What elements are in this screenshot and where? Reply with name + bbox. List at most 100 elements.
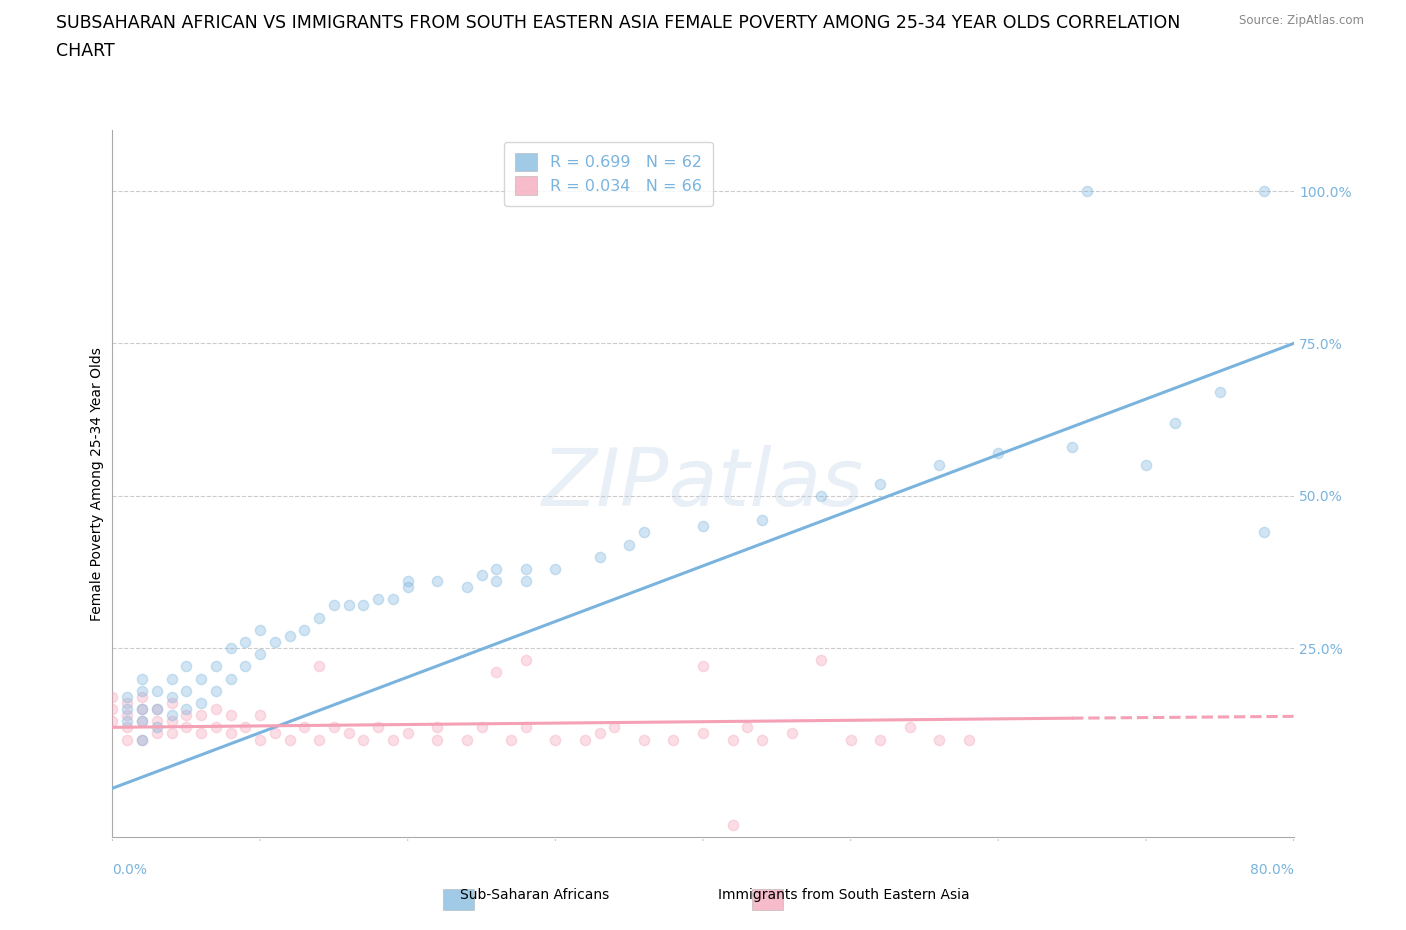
Point: [292, 622, 315, 637]
Point: [367, 591, 389, 606]
Point: [131, 684, 153, 698]
Point: [117, 696, 138, 711]
Point: [721, 817, 744, 832]
Point: [352, 732, 374, 747]
Point: [751, 512, 773, 527]
Point: [574, 732, 596, 747]
Point: [146, 726, 169, 741]
Point: [205, 684, 228, 698]
Legend: R = 0.699   N = 62, R = 0.034   N = 66: R = 0.699 N = 62, R = 0.034 N = 66: [503, 141, 713, 206]
Point: [515, 574, 537, 589]
Point: [117, 701, 138, 716]
Point: [117, 714, 138, 729]
Point: [101, 689, 124, 704]
Point: [278, 732, 301, 747]
Point: [219, 641, 242, 656]
Point: [160, 671, 183, 686]
Point: [131, 732, 153, 747]
Point: [751, 732, 773, 747]
Point: [928, 732, 950, 747]
Point: [485, 574, 508, 589]
Point: [737, 720, 759, 735]
Point: [928, 458, 950, 472]
Point: [323, 598, 346, 613]
Point: [101, 714, 124, 729]
Point: [219, 708, 242, 723]
Point: [146, 701, 169, 716]
Point: [1253, 525, 1275, 539]
Point: [692, 659, 714, 674]
Point: [382, 732, 405, 747]
Point: [278, 629, 301, 644]
Text: 0.0%: 0.0%: [112, 862, 148, 877]
Point: [515, 562, 537, 577]
Point: [131, 671, 153, 686]
Point: [249, 622, 271, 637]
Point: [131, 701, 153, 716]
Point: [160, 689, 183, 704]
Point: [692, 726, 714, 741]
Point: [131, 714, 153, 729]
Point: [101, 701, 124, 716]
Point: [396, 726, 419, 741]
Point: [692, 519, 714, 534]
Point: [146, 714, 169, 729]
Point: [146, 684, 169, 698]
Point: [603, 720, 626, 735]
Point: [117, 732, 138, 747]
Point: [292, 720, 315, 735]
Point: [1208, 385, 1232, 400]
Point: [160, 696, 183, 711]
Point: [233, 659, 256, 674]
Point: [515, 653, 537, 668]
Point: [205, 659, 228, 674]
Point: [308, 659, 330, 674]
Point: [131, 689, 153, 704]
Point: [839, 732, 862, 747]
Point: [174, 684, 197, 698]
Text: SUBSAHARAN AFRICAN VS IMMIGRANTS FROM SOUTH EASTERN ASIA FEMALE POVERTY AMONG 25: SUBSAHARAN AFRICAN VS IMMIGRANTS FROM SO…: [56, 14, 1181, 32]
Point: [249, 646, 271, 661]
Point: [869, 732, 891, 747]
Point: [633, 525, 655, 539]
Point: [205, 701, 228, 716]
Text: ZIPatlas: ZIPatlas: [541, 445, 865, 523]
Point: [264, 726, 287, 741]
Point: [352, 598, 374, 613]
Point: [426, 574, 449, 589]
Point: [987, 445, 1010, 460]
Point: [396, 574, 419, 589]
Point: [456, 579, 478, 594]
Point: [174, 720, 197, 735]
Text: Immigrants from South Eastern Asia: Immigrants from South Eastern Asia: [718, 887, 969, 902]
Point: [146, 701, 169, 716]
Point: [190, 726, 212, 741]
Point: [780, 726, 803, 741]
Point: [337, 598, 360, 613]
Point: [544, 732, 567, 747]
Point: [219, 671, 242, 686]
Point: [117, 720, 138, 735]
Point: [249, 708, 271, 723]
Point: [146, 720, 169, 735]
Point: [233, 720, 256, 735]
Point: [588, 726, 610, 741]
Point: [426, 732, 449, 747]
Text: Source: ZipAtlas.com: Source: ZipAtlas.com: [1239, 14, 1364, 27]
Point: [205, 720, 228, 735]
Point: [174, 701, 197, 716]
Point: [190, 671, 212, 686]
Point: [810, 653, 832, 668]
Point: [810, 488, 832, 503]
Point: [485, 562, 508, 577]
Point: [396, 579, 419, 594]
Point: [160, 726, 183, 741]
Point: [367, 720, 389, 735]
Point: [515, 720, 537, 735]
Point: [1076, 184, 1098, 199]
Point: [869, 476, 891, 491]
Y-axis label: Female Poverty Among 25-34 Year Olds: Female Poverty Among 25-34 Year Olds: [90, 347, 104, 620]
Point: [426, 720, 449, 735]
Point: [264, 634, 287, 649]
Point: [957, 732, 980, 747]
